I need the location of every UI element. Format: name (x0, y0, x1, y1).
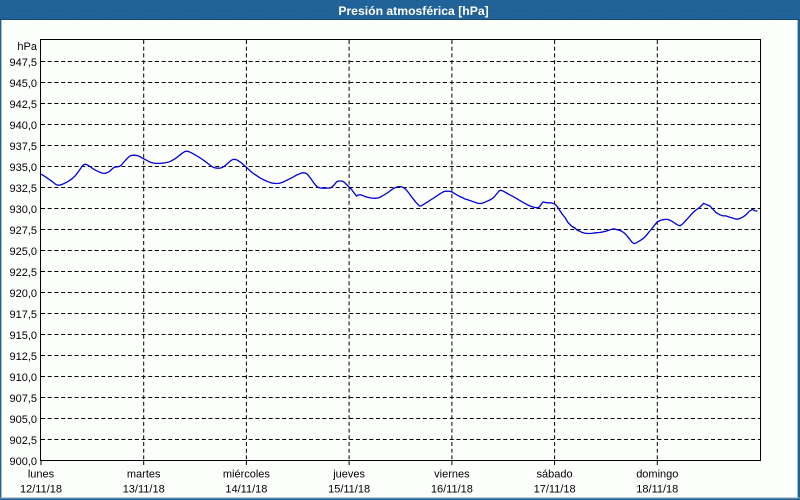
svg-text:sábado: sábado (537, 469, 573, 481)
svg-text:942,5: 942,5 (9, 99, 37, 111)
svg-text:17/11/18: 17/11/18 (534, 483, 576, 495)
svg-text:915,0: 915,0 (9, 330, 37, 342)
svg-text:12/11/18: 12/11/18 (20, 483, 62, 495)
svg-text:922,5: 922,5 (9, 267, 37, 279)
svg-text:947,5: 947,5 (9, 57, 37, 69)
svg-text:920,0: 920,0 (9, 288, 37, 300)
svg-text:927,5: 927,5 (9, 225, 37, 237)
svg-text:937,5: 937,5 (9, 141, 37, 153)
svg-text:lunes: lunes (28, 469, 55, 481)
svg-text:viernes: viernes (434, 469, 470, 481)
svg-text:912,5: 912,5 (9, 351, 37, 363)
svg-text:907,5: 907,5 (9, 393, 37, 405)
svg-text:jueves: jueves (332, 469, 365, 481)
svg-text:domingo: domingo (636, 469, 678, 481)
svg-text:925,0: 925,0 (9, 246, 37, 258)
svg-text:930,0: 930,0 (9, 204, 37, 216)
svg-text:902,5: 902,5 (9, 435, 37, 447)
svg-text:935,0: 935,0 (9, 162, 37, 174)
svg-text:14/11/18: 14/11/18 (225, 483, 267, 495)
svg-text:miércoles: miércoles (223, 469, 271, 481)
svg-text:932,5: 932,5 (9, 183, 37, 195)
svg-text:18/11/18: 18/11/18 (636, 483, 678, 495)
svg-text:945,0: 945,0 (9, 78, 37, 90)
svg-text:hPa: hPa (17, 41, 37, 53)
svg-text:16/11/18: 16/11/18 (431, 483, 473, 495)
svg-text:martes: martes (127, 469, 161, 481)
svg-text:940,0: 940,0 (9, 120, 37, 132)
svg-text:13/11/18: 13/11/18 (123, 483, 165, 495)
svg-text:905,0: 905,0 (9, 414, 37, 426)
svg-text:910,0: 910,0 (9, 372, 37, 384)
svg-text:15/11/18: 15/11/18 (328, 483, 370, 495)
svg-text:917,5: 917,5 (9, 309, 37, 321)
svg-text:Presión atmosférica [hPa]: Presión atmosférica [hPa] (338, 4, 488, 18)
svg-text:900,0: 900,0 (9, 456, 37, 468)
